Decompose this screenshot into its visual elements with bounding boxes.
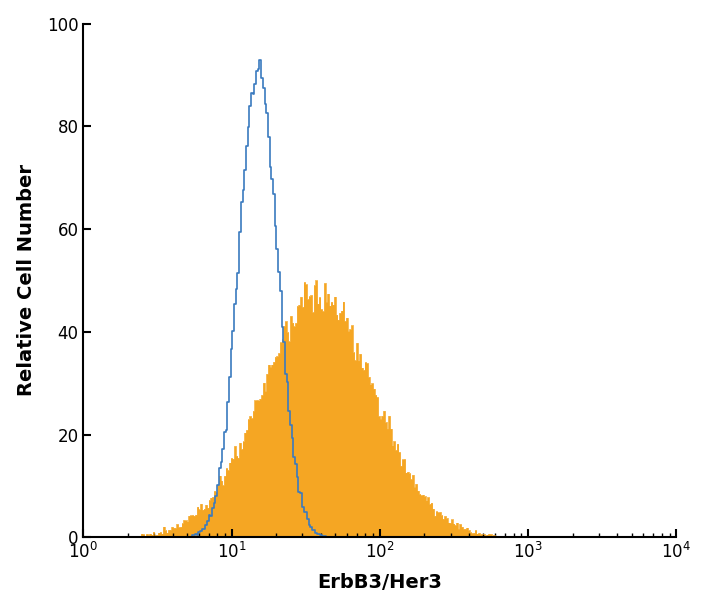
X-axis label: ErbB3/Her3: ErbB3/Her3 — [317, 573, 442, 593]
Y-axis label: Relative Cell Number: Relative Cell Number — [17, 164, 35, 396]
